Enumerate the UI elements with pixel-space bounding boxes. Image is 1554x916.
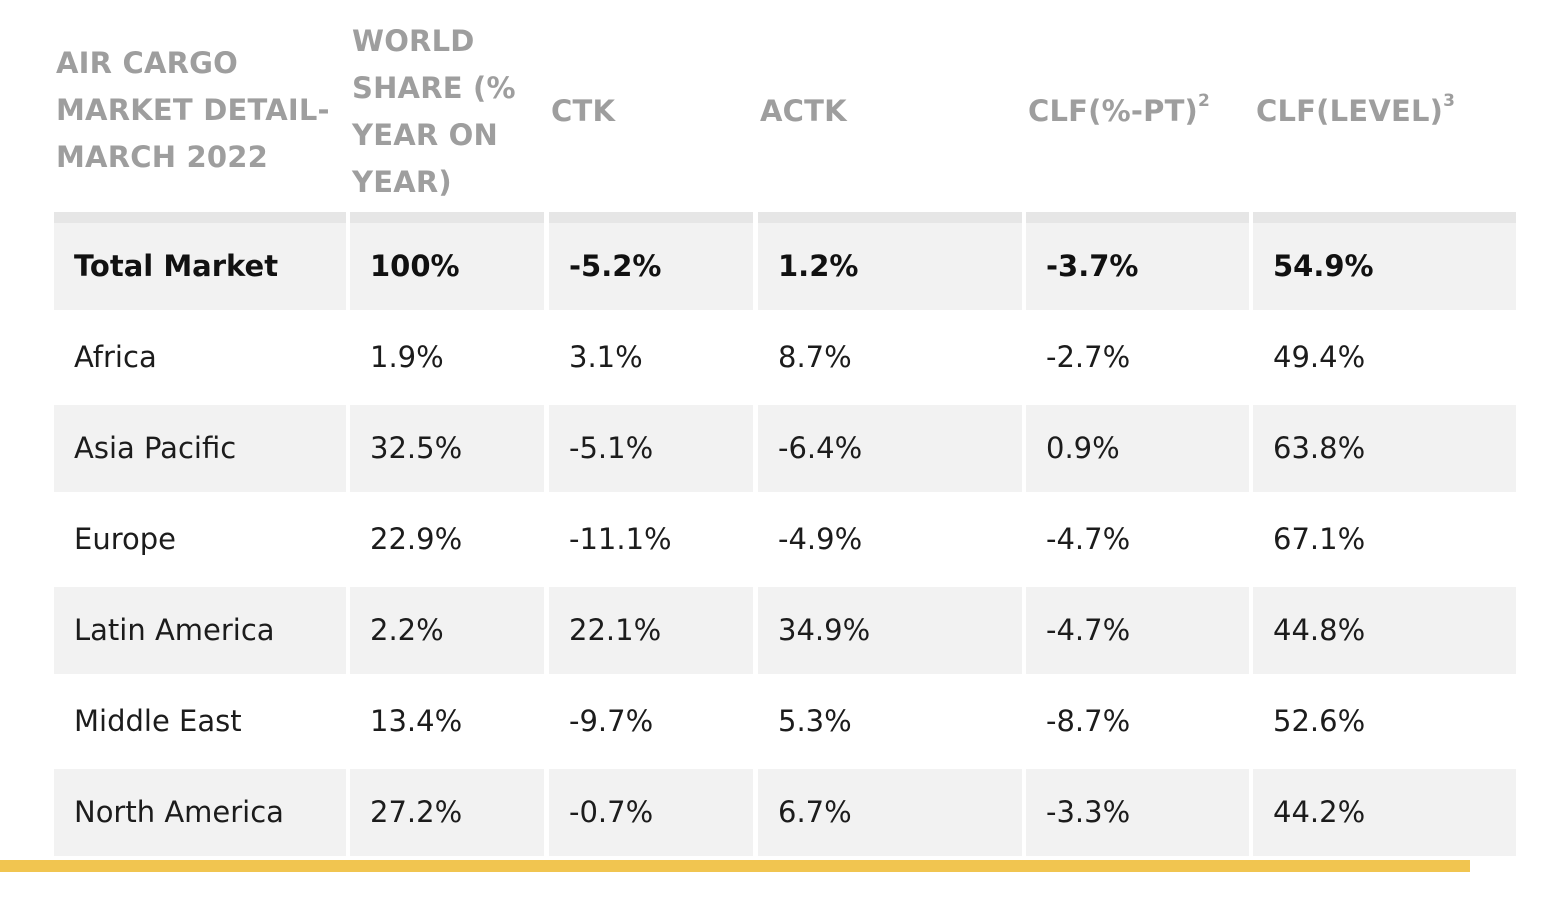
cell-actk: 34.9% [758,587,1022,674]
cell-clf-level: 63.8% [1253,405,1516,492]
header-line: YEAR ON [352,118,499,152]
divider-segment [54,212,346,223]
cell-clf-pt: -3.3% [1026,769,1249,856]
cell-clf-level: 49.4% [1273,340,1366,374]
header-ctk: CTK [551,88,615,135]
header-actk: ACTK [760,88,847,135]
header-line: AIR CARGO [56,46,238,80]
cell-clf-pt: -2.7% [1046,340,1131,374]
table-row: Asia Pacific 32.5% -5.1% -6.4% 0.9% 63.8… [50,405,1520,496]
header-world-share: WORLD SHARE (% YEAR ON YEAR) [352,18,542,206]
cell-clf-level: 52.6% [1273,704,1366,738]
cell-region: Total Market [54,223,346,310]
cell-world-share: 1.9% [370,340,444,374]
divider-segment [758,212,1022,223]
market-detail-table: AIR CARGO MARKET DETAIL- MARCH 2022 WORL… [50,0,1520,856]
cell-clf-pt: 0.9% [1026,405,1249,492]
cell-world-share: 22.9% [370,522,463,556]
divider-segment [549,212,753,223]
cell-region: Africa [74,340,157,374]
header-divider [54,212,1516,223]
cell-clf-level: 67.1% [1273,522,1366,556]
divider-segment [1253,212,1516,223]
cell-ctk: -0.7% [549,769,753,856]
header-line: MARKET DETAIL- [56,93,330,127]
table-body: Total Market 100% -5.2% 1.2% -3.7% 54.9%… [50,223,1520,860]
header-line: WORLD [352,24,475,58]
cell-clf-pt: -3.7% [1026,223,1249,310]
divider-segment [350,212,544,223]
cell-actk: -4.9% [778,522,863,556]
header-line: ACTK [760,94,847,128]
cell-clf-pt: -4.7% [1026,587,1249,674]
cell-region: Asia Pacific [54,405,346,492]
header-line: CTK [551,94,616,128]
cell-ctk: 22.1% [549,587,753,674]
header-line: YEAR) [352,165,452,199]
header-line: CLF(%-PT) [1028,94,1199,128]
cell-clf-level: 44.8% [1253,587,1516,674]
cell-actk: 1.2% [758,223,1022,310]
cell-region: Latin America [54,587,346,674]
cell-ctk: -5.1% [549,405,753,492]
table-row: Europe 22.9% -11.1% -4.9% -4.7% 67.1% [50,496,1520,587]
cell-clf-level: 44.2% [1253,769,1516,856]
cell-world-share: 27.2% [350,769,544,856]
cell-ctk: -11.1% [569,522,672,556]
cell-clf-pt: -4.7% [1046,522,1131,556]
cell-ctk: 3.1% [569,340,643,374]
divider-segment [1026,212,1249,223]
header-line: MARCH 2022 [56,140,268,174]
cell-clf-level: 54.9% [1253,223,1516,310]
header-line: SHARE (% [352,71,516,105]
table-row: Africa 1.9% 3.1% 8.7% -2.7% 49.4% [50,314,1520,405]
cell-ctk: -5.2% [549,223,753,310]
table-row: Total Market 100% -5.2% 1.2% -3.7% 54.9% [50,223,1520,314]
table-row: Latin America 2.2% 22.1% 34.9% -4.7% 44.… [50,587,1520,678]
cell-region: Middle East [74,704,242,738]
table-bottom-rule [0,860,1470,872]
footnote-marker: 3 [1443,91,1456,112]
cell-ctk: -9.7% [569,704,654,738]
table-header: AIR CARGO MARKET DETAIL- MARCH 2022 WORL… [50,0,1520,212]
header-clf-pt: CLF(%-PT)2 [1028,88,1210,135]
header-line: CLF(LEVEL) [1256,94,1444,128]
footnote-marker: 2 [1198,91,1211,112]
cell-clf-pt: -8.7% [1046,704,1131,738]
table-row: Middle East 13.4% -9.7% 5.3% -8.7% 52.6% [50,678,1520,769]
cell-region: Europe [74,522,176,556]
cell-world-share: 13.4% [370,704,463,738]
header-clf-level: CLF(LEVEL)3 [1256,88,1455,135]
cell-actk: -6.4% [758,405,1022,492]
cell-world-share: 32.5% [350,405,544,492]
cell-actk: 6.7% [758,769,1022,856]
cell-actk: 8.7% [778,340,852,374]
cell-actk: 5.3% [778,704,852,738]
header-market-detail: AIR CARGO MARKET DETAIL- MARCH 2022 [56,40,336,181]
cell-world-share: 100% [350,223,544,310]
table-row: North America 27.2% -0.7% 6.7% -3.3% 44.… [50,769,1520,860]
cell-world-share: 2.2% [350,587,544,674]
cell-region: North America [54,769,346,856]
